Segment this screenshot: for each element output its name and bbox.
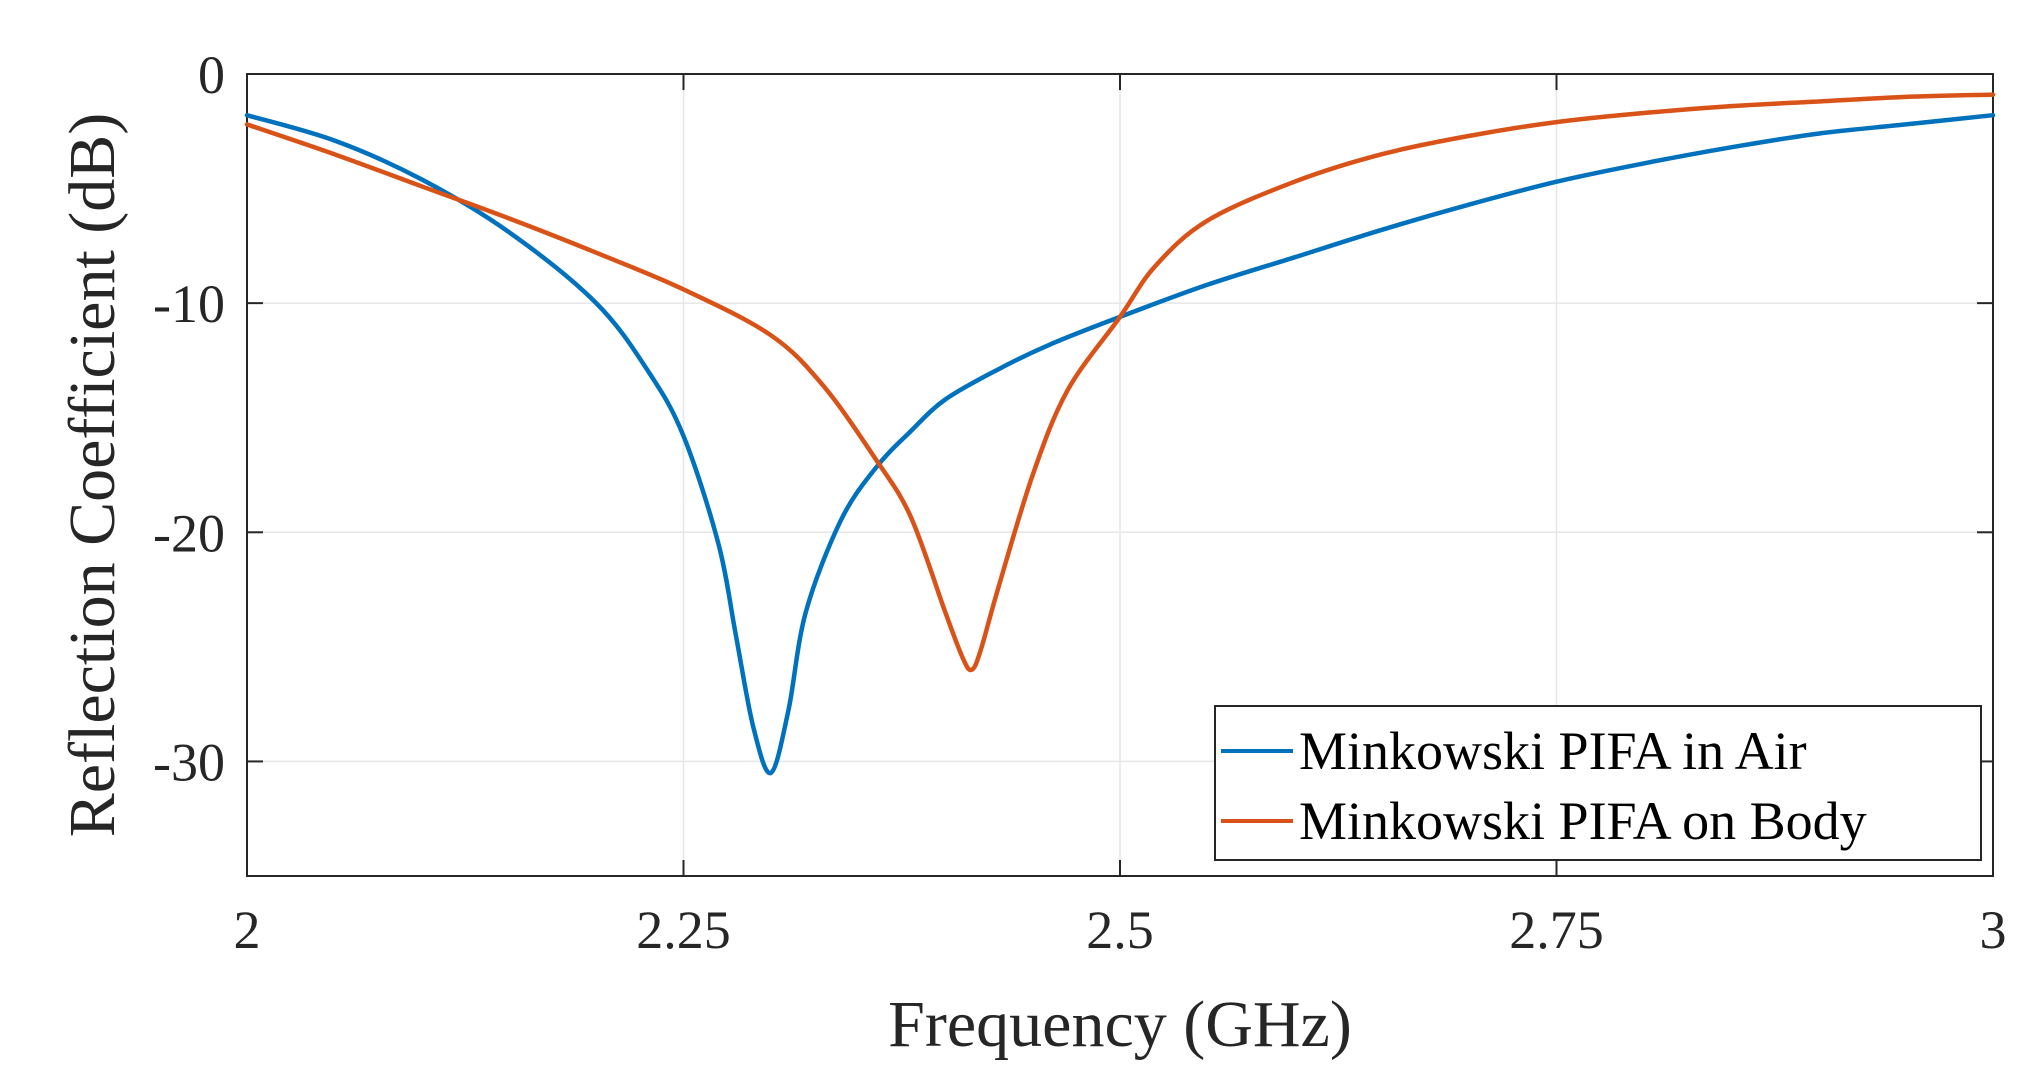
x-tick-label: 2.75	[1509, 900, 1604, 960]
x-tick-labels: 2 2.25 2.5 2.75 3	[234, 900, 2007, 960]
legend: Minkowski PIFA in Air Minkowski PIFA on …	[1214, 705, 1982, 861]
x-axis-title: Frequency (GHz)	[888, 988, 1352, 1061]
axis-ticks	[246, 73, 1994, 876]
y-tick-label: -20	[153, 503, 225, 563]
x-tick-label: 2	[234, 900, 261, 960]
legend-label-air: Minkowski PIFA in Air	[1299, 721, 1807, 781]
x-tick-label: 2.5	[1086, 900, 1154, 960]
y-tick-labels: 0 -10 -20 -30	[153, 45, 225, 792]
y-tick-label: -30	[153, 732, 225, 792]
y-tick-label: 0	[198, 45, 225, 105]
series-line-air	[244, 112, 1996, 776]
legend-box	[1214, 705, 1982, 861]
series-line-body	[244, 92, 1996, 673]
y-tick-label: -10	[153, 274, 225, 334]
series-lines	[244, 92, 1996, 776]
y-axis-title: Reflection Coefficient (dB)	[56, 113, 129, 838]
x-tick-label: 2.25	[636, 900, 731, 960]
x-tick-label: 3	[1980, 900, 2007, 960]
legend-label-body: Minkowski PIFA on Body	[1299, 791, 1867, 851]
